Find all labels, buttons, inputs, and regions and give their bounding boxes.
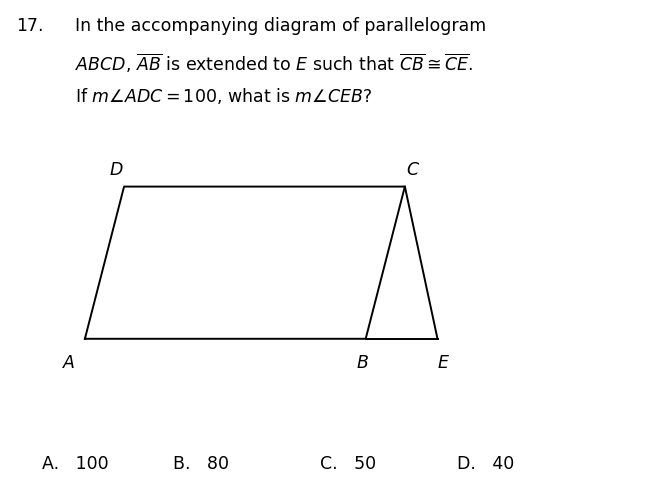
- Text: B.   80: B. 80: [173, 455, 229, 473]
- Text: C: C: [407, 161, 419, 179]
- Text: If $m\angle ADC = 100$, what is $m\angle CEB$?: If $m\angle ADC = 100$, what is $m\angle…: [75, 86, 372, 106]
- Text: C.   50: C. 50: [320, 455, 376, 473]
- Text: B: B: [357, 354, 368, 372]
- Text: A.   100: A. 100: [42, 455, 109, 473]
- Text: D.   40: D. 40: [457, 455, 515, 473]
- Text: A: A: [63, 354, 74, 372]
- Text: D: D: [110, 161, 123, 179]
- Text: $ABCD$, $\overline{AB}$ is extended to $E$ such that $\overline{CB} \cong \overl: $ABCD$, $\overline{AB}$ is extended to $…: [75, 52, 473, 75]
- Text: In the accompanying diagram of parallelogram: In the accompanying diagram of parallelo…: [75, 17, 486, 35]
- Text: 17.: 17.: [16, 17, 44, 35]
- Text: E: E: [438, 354, 448, 372]
